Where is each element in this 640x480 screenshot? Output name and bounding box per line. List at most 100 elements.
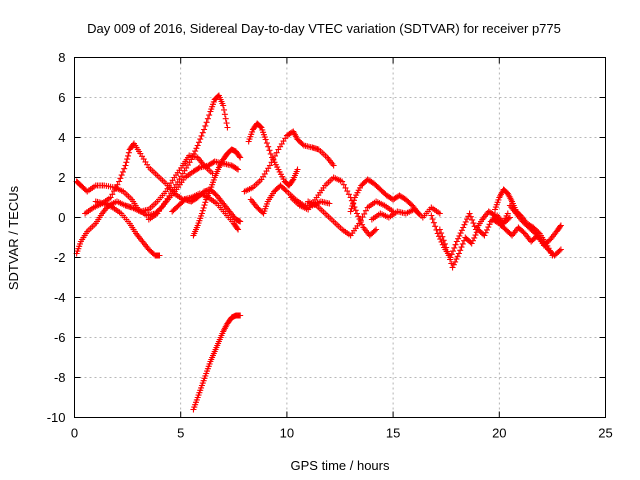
data-point [359,214,366,221]
data-point [357,217,364,224]
data-point [441,240,448,247]
data-point [468,240,475,247]
series-arc-14 [347,176,422,217]
data-point [486,221,493,228]
data-point [266,147,273,154]
data-point [452,241,459,248]
series-arc-13 [305,198,397,239]
data-point [450,261,457,268]
data-point [237,312,244,319]
data-point [351,197,358,204]
data-point [117,175,124,182]
data-point [236,153,243,160]
data-point [270,156,277,163]
data-point [282,187,289,194]
data-point [289,177,296,184]
data-point [107,194,114,201]
data-point [197,136,204,143]
data-point [194,142,201,149]
data-point [234,225,241,232]
data-point [326,200,333,207]
x-tick-label: 10 [280,426,294,441]
data-point [195,139,202,146]
data-point [456,232,463,239]
data-point [265,143,272,150]
data-point [483,226,490,233]
data-point [455,250,462,257]
data-point [348,205,355,212]
y-tick-label: -4 [54,290,66,305]
data-point [466,210,473,217]
data-point [125,149,132,156]
data-point [445,252,452,259]
data-point [235,226,242,233]
data-point [201,126,208,133]
data-point [448,251,455,258]
data-point [481,232,488,239]
data-point [192,148,199,155]
data-point [349,202,356,209]
data-point [458,244,465,251]
data-point [449,264,456,271]
data-point [557,246,564,253]
data-point [464,216,471,223]
data-point [124,156,131,163]
series-arc-04 [92,198,163,259]
data-point [350,200,357,207]
series-arc-03 [82,140,242,233]
data-point [454,253,461,260]
series-arc-15 [368,204,443,223]
data-point [202,199,209,206]
data-point [188,156,195,163]
data-point [294,166,301,173]
data-point [233,165,240,172]
data-point [505,215,512,222]
data-point [342,184,349,191]
data-point [222,115,229,122]
data-point [156,252,163,259]
data-point [263,140,270,147]
data-point [193,145,200,152]
data-point [482,229,489,236]
data-point [262,136,269,143]
data-point [444,248,451,255]
data-point [453,238,460,245]
data-point [223,120,230,127]
data-point [198,210,205,217]
data-point [201,202,208,209]
data-point [436,226,443,233]
data-point [220,102,227,109]
y-tick-label: -6 [54,330,66,345]
data-point [235,166,242,173]
x-axis-label: GPS time / hours [291,458,390,473]
data-point [224,124,231,131]
data-point [268,159,275,166]
y-tick-label: -8 [54,370,66,385]
data-point [462,218,469,225]
data-point [347,208,354,215]
data-point [457,230,464,237]
data-point [504,210,511,217]
data-point [266,162,273,169]
data-point [123,159,130,166]
y-tick-label: -10 [47,410,66,425]
data-point [458,227,465,234]
data-point [267,150,274,157]
data-point [203,119,210,126]
data-point [453,256,460,263]
data-point [273,149,280,156]
data-point [430,219,437,226]
y-tick-label: 8 [58,50,65,65]
data-point [485,224,492,231]
data-point [449,248,456,255]
x-tick-label: 5 [177,426,184,441]
tick-layer: 0 5 10 15 20 25 -10 -8 -6 -4 -2 0 2 4 6 8 [47,50,613,441]
data-point [198,132,205,139]
data-point [467,213,474,220]
data-point [353,210,360,217]
y-tick-label: -2 [54,250,66,265]
data-point [189,153,196,160]
data-point [344,188,351,195]
y-axis-label: SDTVAR / TECUs [6,185,21,290]
data-point [439,233,446,240]
